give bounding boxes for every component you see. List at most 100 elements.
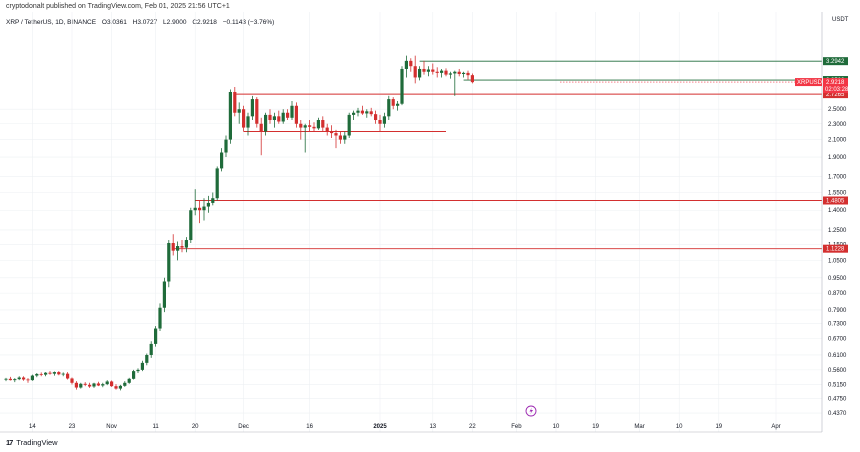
candle xyxy=(224,135,228,158)
candle-body xyxy=(374,114,378,121)
candle xyxy=(57,371,61,376)
candle-body xyxy=(246,116,250,128)
candle-body xyxy=(382,116,386,124)
candle xyxy=(44,372,48,377)
price-tick-label: 0.5600 xyxy=(828,368,847,374)
time-tick-label: 19 xyxy=(592,424,599,430)
candle-body xyxy=(118,385,122,389)
candle-body xyxy=(74,382,78,388)
candle xyxy=(316,117,320,130)
candle-body xyxy=(176,246,180,251)
candle-body xyxy=(286,112,290,118)
candle xyxy=(343,131,347,144)
candle xyxy=(26,378,30,383)
candle-body xyxy=(431,69,435,72)
candle-body xyxy=(180,246,184,248)
price-tag: 2.7265 xyxy=(823,90,848,99)
price-tick-label: 0.8700 xyxy=(828,291,847,297)
candle-body xyxy=(422,68,426,72)
time-tick-label: 22 xyxy=(469,424,476,430)
price-tag-label: 1.4805 xyxy=(826,199,845,205)
candle xyxy=(92,382,96,388)
candle-body xyxy=(220,152,224,169)
candle-body xyxy=(30,375,34,381)
candle-body xyxy=(136,369,140,372)
candle-body xyxy=(325,127,329,132)
candle xyxy=(193,189,197,216)
candle xyxy=(171,234,175,256)
candle-body xyxy=(330,131,334,134)
price-tick-label: 0.7300 xyxy=(828,322,847,328)
price-tag: 1.4805 xyxy=(823,196,848,205)
candle xyxy=(110,380,114,387)
candle xyxy=(431,63,435,75)
candle xyxy=(369,107,373,117)
candle xyxy=(83,382,87,387)
candle-body xyxy=(378,120,382,124)
time-tick-label: 16 xyxy=(306,424,313,430)
price-tag: 1.1228 xyxy=(823,244,848,253)
candle xyxy=(294,102,298,128)
candle xyxy=(281,109,285,124)
candle-body xyxy=(171,243,175,251)
price-tick-label: 2.3000 xyxy=(828,122,847,128)
candle xyxy=(391,97,395,110)
candle xyxy=(246,112,250,136)
price-tick-label: 0.4370 xyxy=(828,411,847,417)
footer-brand[interactable]: 17 TradingView xyxy=(6,438,58,447)
event-icon[interactable] xyxy=(525,405,537,417)
candle xyxy=(206,195,210,213)
candle xyxy=(123,381,127,387)
candle xyxy=(35,373,39,378)
price-tick-label: 0.7900 xyxy=(828,308,847,314)
price-tick-label: 1.5500 xyxy=(828,191,847,197)
ohlc-legend: XRP / TetherUS, 1D, BINANCE O3.0361 H3.0… xyxy=(6,19,278,26)
candle xyxy=(413,55,417,84)
candle xyxy=(242,105,246,132)
candle-body xyxy=(242,109,246,128)
last-price-label: 2.9218 xyxy=(826,80,845,86)
candle xyxy=(330,125,334,138)
candle xyxy=(215,166,219,201)
change-value: −0.1143 (−3.76%) xyxy=(222,19,275,26)
time-tick-label: 10 xyxy=(553,424,560,430)
candles xyxy=(4,55,474,391)
candle xyxy=(70,377,74,385)
candle-body xyxy=(167,243,171,282)
candle xyxy=(132,369,136,380)
candle-body xyxy=(215,168,219,199)
candle-body xyxy=(290,105,294,118)
price-tag-bg xyxy=(823,57,848,66)
candle xyxy=(13,378,17,383)
candle xyxy=(448,71,452,79)
candle xyxy=(299,120,303,140)
candle-body xyxy=(294,105,298,124)
candle-body xyxy=(70,378,74,383)
candle xyxy=(4,377,8,382)
price-tag: 3.2942 xyxy=(823,57,848,66)
candle xyxy=(118,384,122,391)
candle-body xyxy=(303,125,307,128)
candle-body xyxy=(228,91,232,140)
candle-body xyxy=(114,386,118,389)
price-axis: 2.5000 2.3000 2.1000 1.9000 1.7000 1.5500 1.40… xyxy=(828,107,847,417)
candle xyxy=(39,372,43,377)
candle xyxy=(352,110,356,121)
candle-body xyxy=(44,372,48,375)
candle-body xyxy=(35,373,39,376)
candle xyxy=(308,120,312,132)
candle-body xyxy=(413,66,417,78)
candle-body xyxy=(140,362,144,370)
candle xyxy=(409,58,413,72)
time-tick-label: Mar xyxy=(634,424,644,430)
symbol-label[interactable]: XRP / TetherUS, 1D, BINANCE xyxy=(6,19,97,26)
candle-body xyxy=(404,60,408,69)
candle-body xyxy=(321,120,325,128)
price-tick-label: 0.6700 xyxy=(828,337,847,343)
candle xyxy=(277,110,281,124)
candle xyxy=(272,112,276,128)
candle-body xyxy=(409,60,413,67)
candle xyxy=(470,73,474,84)
